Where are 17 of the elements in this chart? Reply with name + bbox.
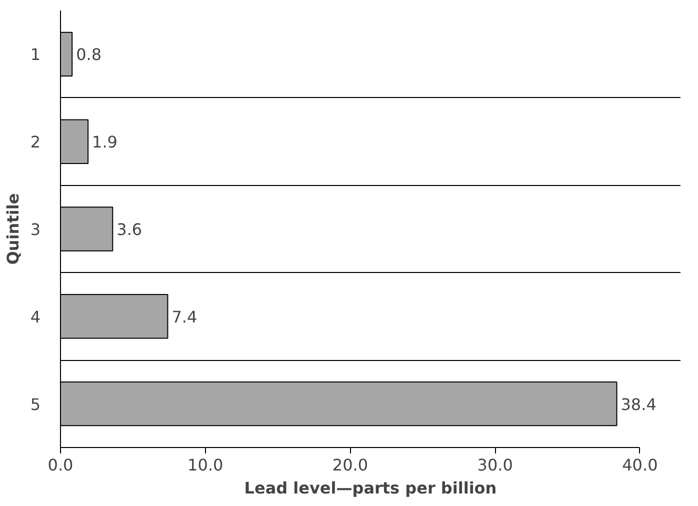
y-tick-label: 1	[30, 45, 41, 64]
data-label: 3.6	[116, 220, 142, 239]
y-tick-label: 5	[30, 394, 41, 414]
x-tick-label: 40.0	[622, 456, 658, 474]
x-tick-label: 30.0	[477, 456, 513, 474]
y-tick-label: 4	[30, 307, 41, 326]
x-axis-title: Lead level—parts per billion	[244, 478, 497, 498]
x-tick-label: 10.0	[188, 456, 224, 474]
data-label: 1.9	[92, 132, 118, 152]
data-label: 0.8	[76, 45, 102, 64]
y-axis-title: Quintile	[3, 193, 22, 265]
y-tick-label: 2	[30, 132, 41, 152]
x-tick-label: 20.0	[332, 456, 368, 474]
x-tick-label: 0.0	[48, 456, 74, 474]
data-label: 7.4	[172, 307, 198, 326]
y-tick-label: 3	[30, 220, 41, 239]
data-label: 38.4	[620, 394, 656, 414]
